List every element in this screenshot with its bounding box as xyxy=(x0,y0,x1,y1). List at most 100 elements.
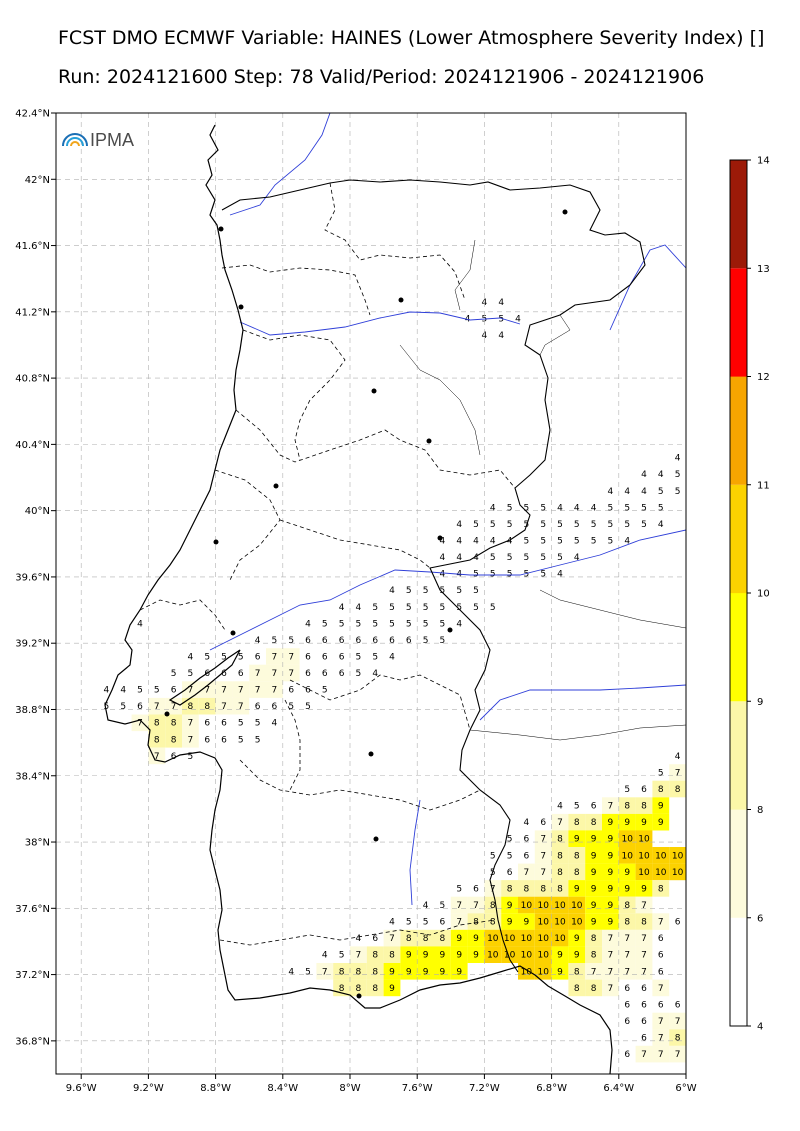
cell-value-label: 5 xyxy=(473,586,479,596)
cell-value-label: 7 xyxy=(641,967,647,977)
cell-value-label: 5 xyxy=(389,603,395,613)
chart-title: FCST DMO ECMWF Variable: HAINES (Lower A… xyxy=(58,27,765,49)
city-markers xyxy=(164,209,568,999)
cell-value-label: 5 xyxy=(372,619,378,629)
cell-value-label: 10 xyxy=(504,934,516,944)
cell-value-label: 5 xyxy=(440,619,446,629)
cell-value-label: 7 xyxy=(456,901,462,911)
cell-value-label: 9 xyxy=(624,818,630,828)
cell-value-label: 6 xyxy=(339,653,345,663)
cell-value-label: 7 xyxy=(221,686,227,696)
heatmap-cell xyxy=(266,681,283,698)
colorbar-tick-label: 14 xyxy=(757,156,770,167)
cell-value-label: 6 xyxy=(221,735,227,745)
cell-value-label: 6 xyxy=(305,636,311,646)
cell-value-label: 9 xyxy=(641,884,647,894)
cell-value-label: 4 xyxy=(322,951,328,961)
cell-value-label: 7 xyxy=(524,868,530,878)
cell-value-label: 9 xyxy=(591,901,597,911)
cell-value-label: 8 xyxy=(574,851,580,861)
cell-value-label: 8 xyxy=(591,984,597,994)
heatmap-cell xyxy=(534,946,552,963)
cell-value-label: 7 xyxy=(608,951,614,961)
heatmap-cell xyxy=(434,929,451,947)
cell-value-label: 4 xyxy=(356,603,362,613)
heatmap-cell xyxy=(400,963,418,980)
cell-value-label: 10 xyxy=(537,934,549,944)
cell-value-label: 4 xyxy=(389,918,395,928)
cell-value-label: 6 xyxy=(322,669,328,679)
cell-value-label: 9 xyxy=(406,967,412,977)
heatmap-cell xyxy=(602,847,619,864)
cell-value-label: 7 xyxy=(641,934,647,944)
heatmap-cell xyxy=(182,714,199,732)
cell-value-label: 6 xyxy=(624,1000,630,1010)
x-tick-label: 7.6°W xyxy=(402,1083,433,1094)
cell-value-label: 5 xyxy=(322,619,328,629)
heatmap-cell xyxy=(618,863,636,881)
cell-value-label: 7 xyxy=(608,967,614,977)
cell-value-label: 7 xyxy=(675,1050,681,1060)
cell-value-label: 9 xyxy=(406,951,412,961)
cell-value-label: 7 xyxy=(692,1000,698,1010)
heatmap-cell xyxy=(585,929,602,947)
river-line xyxy=(209,529,686,651)
cell-value-label: 8 xyxy=(557,851,563,861)
cell-value-label: 9 xyxy=(423,967,429,977)
cell-value-label: 5 xyxy=(456,884,462,894)
cell-value-label: 10 xyxy=(655,851,667,861)
heatmap-cell xyxy=(635,1045,653,1063)
heatmap-cell xyxy=(652,847,670,864)
heatmap-cell xyxy=(148,747,166,765)
cell-value-label: 9 xyxy=(524,918,530,928)
cell-value-label: 7 xyxy=(272,669,278,679)
colorbar-tick-label: 9 xyxy=(757,697,763,708)
cell-value-label: 7 xyxy=(272,653,278,663)
cell-value-label: 9 xyxy=(574,884,580,894)
heatmap-cell xyxy=(585,946,602,963)
cell-value-label: 4 xyxy=(641,470,647,480)
cell-value-label: 9 xyxy=(608,901,614,911)
cell-value-label: 10 xyxy=(504,951,516,961)
estuary-outline xyxy=(168,649,241,706)
cell-value-label: 5 xyxy=(524,503,530,513)
cell-value-label: 8 xyxy=(557,868,563,878)
cell-value-label: 7 xyxy=(591,967,597,977)
y-tick-label: 42°N xyxy=(25,175,50,186)
heatmap-cell xyxy=(501,913,518,930)
y-tick-label: 39.2°N xyxy=(15,639,50,650)
cell-value-label: 6 xyxy=(641,1000,647,1010)
cell-value-label: 8 xyxy=(675,785,681,795)
cell-value-label: 4 xyxy=(482,331,488,341)
coastline xyxy=(104,124,613,1074)
heatmap-cell xyxy=(669,863,686,881)
cell-value-label: 8 xyxy=(624,901,630,911)
heatmap-cell xyxy=(585,830,602,847)
heatmap-cell xyxy=(635,847,653,864)
ipma-logo: IPMA xyxy=(62,130,134,150)
cell-value-label: 5 xyxy=(272,636,278,646)
cell-value-label: 10 xyxy=(621,835,633,845)
y-tick-label: 38.4°N xyxy=(15,771,50,782)
heatmap-cell xyxy=(182,731,199,748)
heatmap-cell xyxy=(534,929,552,947)
cell-value-label: 4 xyxy=(339,603,345,613)
cell-value-label: 7 xyxy=(608,934,614,944)
y-tick-label: 40.8°N xyxy=(15,374,50,385)
cell-value-label: 4 xyxy=(372,669,378,679)
cell-value-label: 5 xyxy=(473,603,479,613)
cell-value-label: 8 xyxy=(171,735,177,745)
map-frame xyxy=(55,112,687,1075)
cell-value-label: 9 xyxy=(456,967,462,977)
colorbar-segment xyxy=(730,376,747,485)
heatmap-cell xyxy=(585,913,602,930)
heatmap-cell xyxy=(551,896,569,914)
cell-value-label: 5 xyxy=(423,918,429,928)
heatmap-cell xyxy=(551,880,569,897)
heatmap-cell xyxy=(534,830,552,847)
cell-value-label: 9 xyxy=(591,918,597,928)
heatmap-cell xyxy=(518,929,535,947)
cell-value-label: 9 xyxy=(440,967,446,977)
heatmap-cell xyxy=(148,731,166,748)
heatmap-cell xyxy=(602,929,619,947)
